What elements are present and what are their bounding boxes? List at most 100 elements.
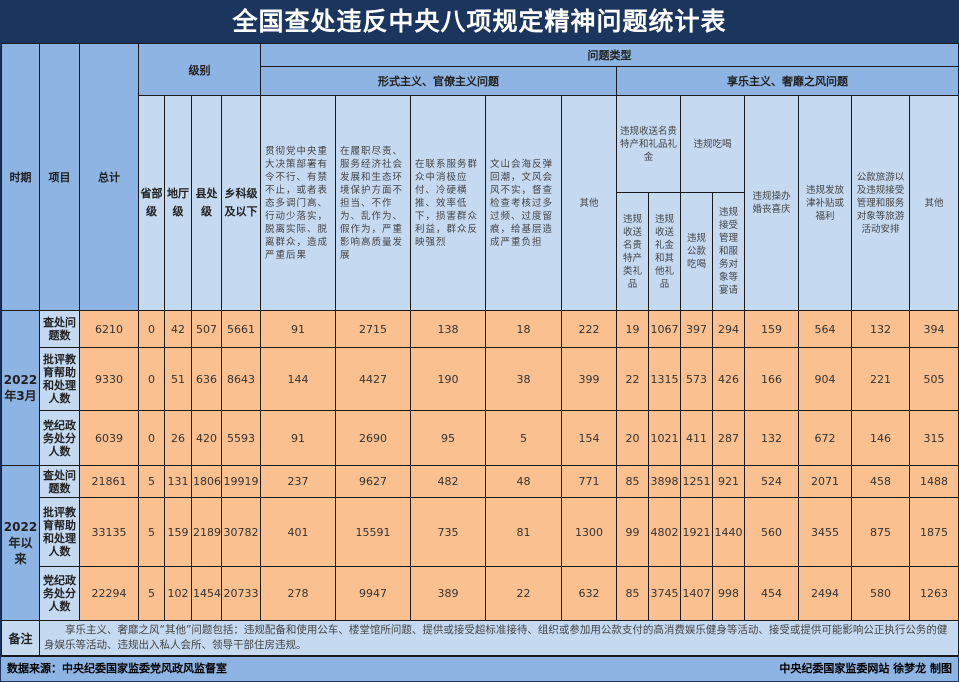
data-cell: 315: [908, 410, 959, 466]
data-cell: 401: [260, 497, 336, 567]
header-level: 级别: [138, 43, 261, 96]
header-formalism-col-1: 贯彻党中央重大决策部署有令不行、有禁不止，或者表态多调门高、行动少落实，脱离实际…: [260, 95, 336, 311]
data-cell: 85: [616, 566, 649, 621]
data-cell: 904: [798, 347, 852, 411]
data-cell: 5661: [221, 310, 261, 348]
header-level-prefecture: 地厅级: [164, 95, 192, 311]
data-cell: 507: [191, 310, 222, 348]
data-cell: 735: [410, 497, 486, 567]
data-cell: 921: [712, 465, 745, 498]
header-level-township: 乡科级及以下: [221, 95, 261, 311]
data-cell: 138: [410, 310, 486, 348]
header-hedonism: 享乐主义、奢靡之风问题: [615, 66, 959, 96]
data-cell: 222: [561, 310, 617, 348]
data-cell: 38: [485, 347, 562, 411]
data-cell: 482: [410, 465, 486, 498]
data-cell: 18: [485, 310, 562, 348]
data-cell: 132: [851, 310, 910, 348]
data-cell: 0: [138, 410, 165, 466]
data-cell: 1454: [191, 566, 222, 621]
data-cell: 771: [561, 465, 617, 498]
data-cell: 5593: [221, 410, 261, 466]
data-cell: 5: [485, 410, 562, 466]
data-cell: 1488: [908, 465, 959, 498]
data-cell: 22: [616, 347, 649, 411]
data-cell: 144: [260, 347, 336, 411]
data-cell: 672: [798, 410, 852, 466]
data-cell: 99: [616, 497, 649, 567]
data-cell: 0: [138, 347, 165, 411]
data-cell: 5: [138, 497, 165, 567]
data-cell: 95: [410, 410, 486, 466]
data-cell: 4802: [648, 497, 681, 567]
data-cell: 91: [260, 310, 336, 348]
data-cell: 1806: [191, 465, 222, 498]
header-allowances: 违规发放津补贴或福利: [798, 95, 852, 311]
note-text: 享乐主义、奢靡之风“其他”问题包括：违规配备和使用公车、楼堂馆所问题、提供或接受…: [38, 620, 959, 656]
header-item: 项目: [39, 43, 80, 311]
data-cell: 524: [744, 465, 799, 498]
row-item-label: 批评教育帮助和处理人数: [39, 347, 80, 411]
data-cell: 26: [164, 410, 192, 466]
header-level-provincial: 省部级: [138, 95, 165, 311]
data-cell: 91: [260, 410, 336, 466]
header-period: 时期: [1, 43, 40, 311]
data-cell: 2189: [191, 497, 222, 567]
row-item-label: 查处问题数: [39, 310, 80, 348]
data-cell: 132: [744, 410, 799, 466]
header-formalism-col-4: 文山会海反弹回潮，文风会风不实，督查检查考核过多过频、过度留痕，给基层造成严重负…: [485, 95, 562, 311]
data-cell: 131: [164, 465, 192, 498]
data-cell: 1875: [908, 497, 959, 567]
data-cell: 1407: [680, 566, 713, 621]
header-weddings-funerals: 违规操办婚丧喜庆: [744, 95, 799, 311]
data-cell: 294: [712, 310, 745, 348]
data-cell: 287: [712, 410, 745, 466]
data-cell: 0: [138, 310, 165, 348]
data-cell: 580: [851, 566, 910, 621]
data-cell: 1440: [712, 497, 745, 567]
data-cell: 458: [851, 465, 910, 498]
data-cell: 190: [410, 347, 486, 411]
data-cell: 21861: [79, 465, 139, 498]
data-cell: 19: [616, 310, 649, 348]
data-cell: 154: [561, 410, 617, 466]
table-row: 批评教育帮助和处理人数 33135 5 159 2189 30782 401 15591 735…: [2, 497, 959, 567]
data-cell: 3745: [648, 566, 681, 621]
data-cell: 6039: [79, 410, 139, 466]
data-cell: 22294: [79, 566, 139, 621]
header-dining-banquets: 违规接受管理和服务对象等宴请: [712, 192, 745, 311]
table-row: 党纪政务处分人数 6039 0 26 420 5593 91 2690 95 5 154 20 1021…: [2, 410, 959, 466]
table-body: 2022年3月 查处问题数 6210 0 42 507 5661 91 2715 138 18 222…: [1, 310, 959, 621]
data-cell: 15591: [335, 497, 411, 567]
data-cell: 102: [164, 566, 192, 621]
row-item-label: 查处问题数: [39, 465, 80, 498]
header-gifts: 违规收送名贵特产和礼品礼金: [616, 95, 681, 193]
header-level-county: 县处级: [191, 95, 222, 311]
data-cell: 875: [851, 497, 910, 567]
data-cell: 237: [260, 465, 336, 498]
data-cell: 564: [798, 310, 852, 348]
data-cell: 399: [561, 347, 617, 411]
data-cell: 33135: [79, 497, 139, 567]
data-cell: 1263: [908, 566, 959, 621]
row-item-label: 党纪政务处分人数: [39, 410, 80, 466]
table-title: 全国查处违反中央八项规定精神问题统计表: [1, 1, 958, 43]
data-cell: 1300: [561, 497, 617, 567]
header-formalism: 形式主义、官僚主义问题: [260, 66, 617, 96]
data-cell: 426: [712, 347, 745, 411]
data-cell: 9330: [79, 347, 139, 411]
data-cell: 159: [744, 310, 799, 348]
data-cell: 278: [260, 566, 336, 621]
data-cell: 4427: [335, 347, 411, 411]
header-formalism-other: 其他: [561, 95, 617, 311]
data-cell: 221: [851, 347, 910, 411]
table-row: 2022年以来 查处问题数 21861 5 131 1806 19919 237 9627 482…: [1, 465, 959, 621]
data-cell: 159: [164, 497, 192, 567]
data-cell: 2690: [335, 410, 411, 466]
data-cell: 420: [191, 410, 222, 466]
data-cell: 560: [744, 497, 799, 567]
data-cell: 5: [138, 465, 165, 498]
data-cell: 505: [908, 347, 959, 411]
footer: 数据来源：中央纪委国家监委党风政风监督室 中央纪委国家监委网站 徐梦龙 制图: [1, 656, 958, 681]
data-cell: 20733: [221, 566, 261, 621]
